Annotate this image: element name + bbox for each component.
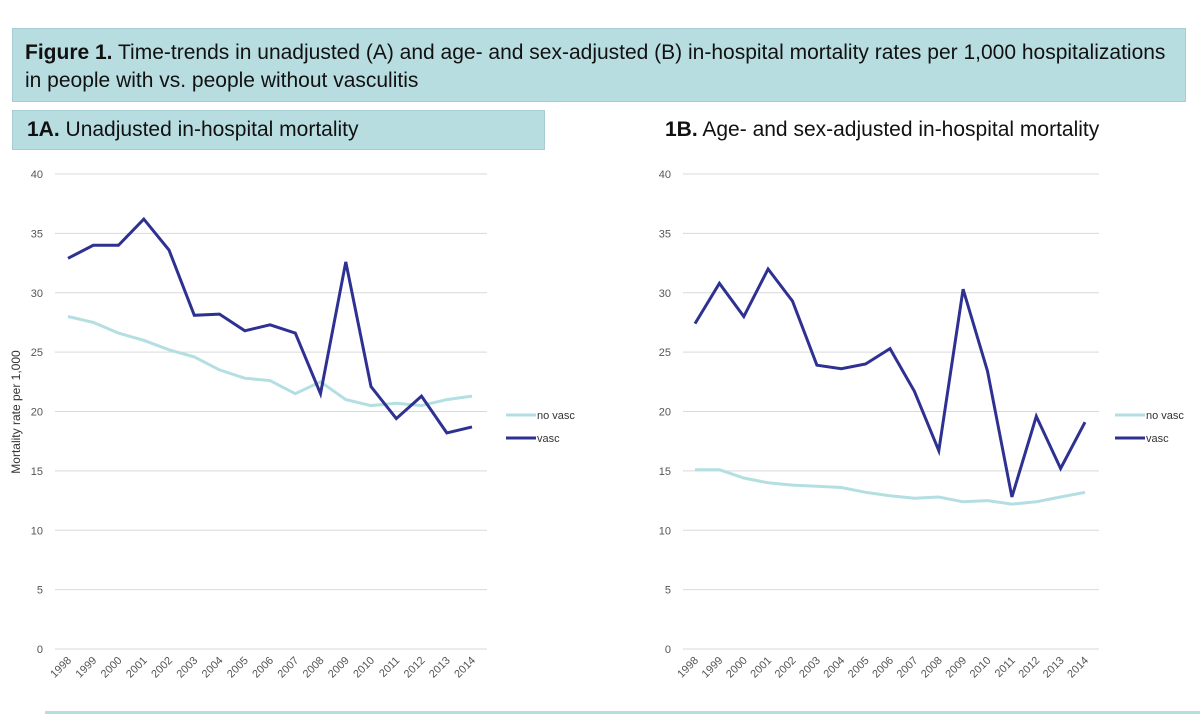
panel-b-xtick-label: 2011 [993,655,1018,680]
panel-b-ytick-label: 25 [659,347,671,359]
panel-a-xtick-label: 1998 [48,655,74,681]
panel-b-title-text: Age- and sex-adjusted in-hospital mortal… [702,118,1100,141]
panel-a-xtick-label: 2009 [326,655,352,681]
figure-title: Figure 1. Time-trends in unadjusted (A) … [12,28,1186,102]
figure-title-prefix: Figure 1. [25,41,113,64]
panel-b-xtick-label: 2013 [1041,655,1067,681]
panel-b-ytick-label: 5 [665,585,671,597]
panel-b-title: 1B. Age- and sex-adjusted in-hospital mo… [650,110,1147,150]
panel-b-xtick-label: 2003 [797,655,823,681]
panel-a-xtick-label: 2000 [99,655,125,681]
panel-b-xtick-label: 2000 [724,655,750,681]
panel-a-ylabel: Mortality rate per 1,000 [9,350,23,474]
bottom-divider [45,711,1200,714]
panel-b-ytick-label: 0 [665,644,671,656]
panel-a-ytick-label: 0 [37,644,43,656]
panel-a-title-text: Unadjusted in-hospital mortality [65,118,359,141]
panel-b-xtick-label: 2001 [748,655,774,681]
panel-a-legend-label-vasc: vasc [537,433,560,445]
panel-a-ytick-label: 30 [31,288,43,300]
panel-b-prefix: 1B. [665,118,698,141]
panel-b-xtick-label: 1998 [675,655,701,681]
panel-a-xtick-label: 2002 [149,655,175,681]
panel-b-xtick-label: 2010 [968,655,994,681]
panel-a-xtick-label: 2010 [351,655,377,681]
panel-a-xtick-label: 2008 [301,655,327,681]
panel-a-xtick-label: 1999 [74,655,100,681]
panel-a-ytick-label: 25 [31,347,43,359]
panel-a-line-no-vasc [67,315,473,408]
panel-a-ytick-label: 5 [37,585,43,597]
panel-a-prefix: 1A. [27,118,60,141]
panel-b-ytick-label: 10 [659,525,671,537]
panel-b-xtick-label: 2012 [1017,655,1043,681]
panel-b-xtick-label: 2002 [773,655,799,681]
panel-a-xtick-label: 2003 [175,655,201,681]
panel-b-ytick-label: 30 [659,288,671,300]
panel-a-ytick-label: 20 [31,407,43,419]
panel-b-xtick-label: 2004 [822,655,848,681]
panel-a-xtick-label: 2004 [200,655,226,681]
panel-a-xtick-label: 2012 [402,655,428,681]
panel-b-line-no-vasc [695,468,1086,506]
panel-a-xtick-label: 2007 [276,655,302,681]
panel-a-ytick-label: 10 [31,525,43,537]
panel-b-ytick-label: 35 [659,228,671,240]
panel-a-legend-label-no-vasc: no vasc [537,410,575,422]
panel-a-title: 1A. Unadjusted in-hospital mortality [12,110,545,150]
panel-a-xtick-label: 2001 [124,655,150,681]
panel-b-xtick-label: 2008 [919,655,945,681]
panel-a-line-vasc [67,216,473,435]
panel-a-xtick-label: 2006 [250,655,276,681]
panel-a-xtick-label: 2011 [377,655,402,680]
panel-b-xtick-label: 2009 [943,655,969,681]
panel-b-xtick-label: 2005 [846,655,872,681]
panel-b-xtick-label: 2006 [870,655,896,681]
panel-a-xtick-label: 2005 [225,655,251,681]
panel-b-ytick-label: 40 [659,169,671,181]
panel-a-ytick-label: 35 [31,228,43,240]
panel-b-ytick-label: 15 [659,466,671,478]
panel-a-xtick-label: 2014 [452,655,478,681]
panel-a-xtick-label: 2013 [427,655,453,681]
panel-b-legend-label-vasc: vasc [1146,433,1169,445]
panel-b-xtick-label: 2007 [895,655,921,681]
panel-b-xtick-label: 2014 [1065,655,1091,681]
figure-title-text: Time-trends in unadjusted (A) and age- a… [25,41,1166,92]
panel-b-ytick-label: 20 [659,407,671,419]
panel-b-legend-label-no-vasc: no vasc [1146,410,1184,422]
panel-a-ytick-label: 40 [31,169,43,181]
panel-b-line-vasc [693,266,1087,498]
panel-a-ytick-label: 15 [31,466,43,478]
panel-b-xtick-label: 1999 [700,655,726,681]
